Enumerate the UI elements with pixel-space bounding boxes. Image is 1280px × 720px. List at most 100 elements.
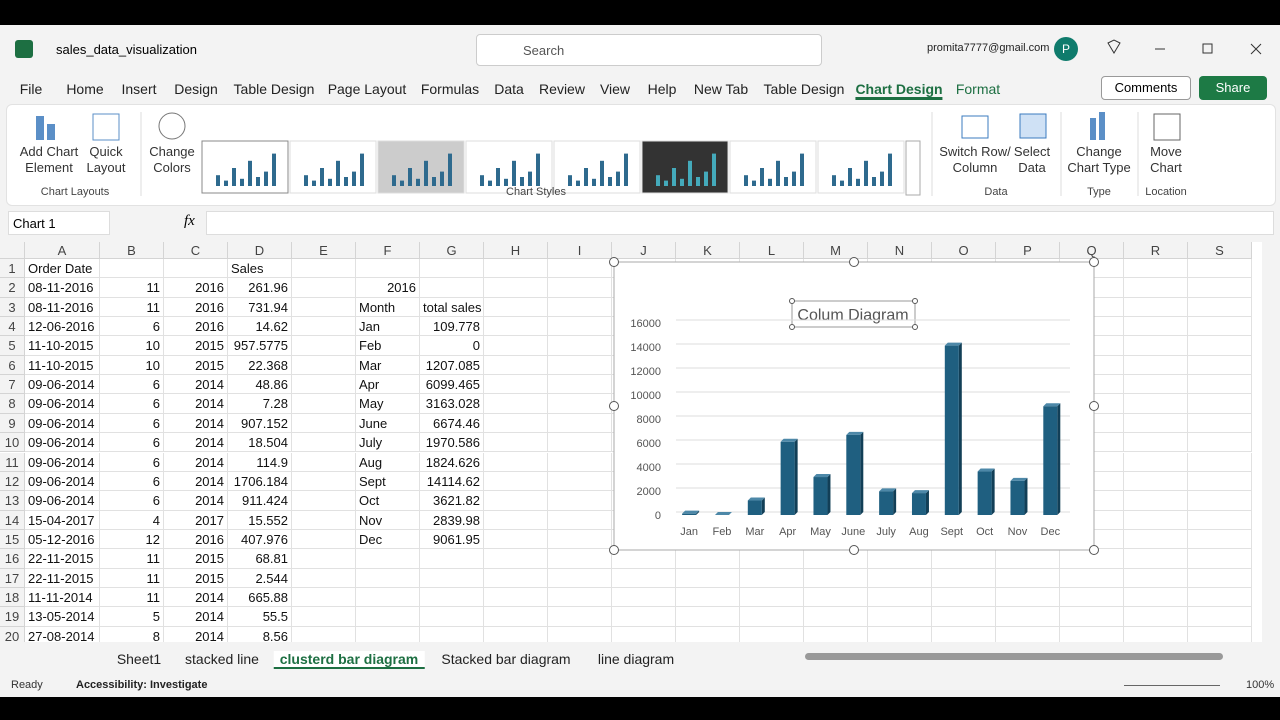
- cell-value[interactable]: 261.96: [228, 278, 292, 298]
- menu-tab[interactable]: Help: [647, 81, 677, 97]
- cell[interactable]: [1124, 549, 1188, 569]
- menu-tab[interactable]: Table Design: [763, 81, 845, 97]
- cell[interactable]: [1124, 317, 1188, 337]
- column-header[interactable]: M: [804, 242, 868, 259]
- cell[interactable]: [292, 587, 356, 608]
- zoom-slider[interactable]: [1124, 685, 1220, 686]
- sheet-tab[interactable]: stacked line: [185, 651, 259, 667]
- cell-value[interactable]: 09-06-2014: [25, 394, 100, 414]
- selection-handle[interactable]: [1089, 545, 1099, 555]
- cell-value[interactable]: 2015: [164, 549, 228, 569]
- cell[interactable]: [1188, 607, 1252, 627]
- cell-value[interactable]: Sept: [356, 471, 420, 492]
- cell-value[interactable]: Mar: [356, 355, 420, 376]
- cell[interactable]: [484, 297, 548, 318]
- menu-tab[interactable]: File: [19, 81, 43, 97]
- cell[interactable]: [868, 607, 932, 627]
- cell[interactable]: [356, 259, 420, 279]
- cell[interactable]: [1124, 413, 1188, 434]
- cell[interactable]: [484, 607, 548, 627]
- cell[interactable]: [804, 607, 868, 627]
- cell[interactable]: [548, 355, 612, 376]
- cell[interactable]: [868, 568, 932, 588]
- row-header[interactable]: 17: [0, 568, 25, 588]
- cell-value[interactable]: 665.88: [228, 587, 292, 608]
- cell[interactable]: [292, 452, 356, 472]
- cell[interactable]: [1124, 587, 1188, 608]
- menu-tab[interactable]: Page Layout: [327, 81, 407, 97]
- cell[interactable]: [484, 413, 548, 434]
- cell[interactable]: [420, 626, 484, 642]
- cell-value[interactable]: 3621.82: [420, 491, 484, 511]
- cell-value[interactable]: 2015: [164, 336, 228, 356]
- row-header[interactable]: 20: [0, 626, 25, 642]
- sheet-tab[interactable]: Sheet1: [116, 651, 162, 667]
- cell[interactable]: [612, 607, 676, 627]
- cell-value[interactable]: 8: [100, 626, 164, 642]
- row-header[interactable]: 11: [0, 452, 25, 472]
- cell-value[interactable]: Sales: [228, 259, 292, 279]
- cell-value[interactable]: 68.81: [228, 549, 292, 569]
- cell-value[interactable]: 957.5775: [228, 336, 292, 356]
- cell-value[interactable]: 1706.184: [228, 471, 292, 492]
- cell-value[interactable]: Aug: [356, 452, 420, 472]
- cell[interactable]: [292, 259, 356, 279]
- cell[interactable]: [676, 626, 740, 642]
- row-header[interactable]: 2: [0, 278, 25, 298]
- cell[interactable]: [292, 491, 356, 511]
- cell[interactable]: [356, 587, 420, 608]
- restore[interactable]: [1202, 43, 1213, 54]
- cell[interactable]: [932, 587, 996, 608]
- cell-value[interactable]: 6674.46: [420, 413, 484, 434]
- cell[interactable]: [996, 607, 1060, 627]
- cell[interactable]: [1124, 510, 1188, 530]
- cell[interactable]: [1188, 452, 1252, 472]
- cell[interactable]: [1188, 471, 1252, 492]
- cell-value[interactable]: 911.424: [228, 491, 292, 511]
- row-header[interactable]: 13: [0, 491, 25, 511]
- row-header[interactable]: 4: [0, 317, 25, 337]
- cell-value[interactable]: 12-06-2016: [25, 317, 100, 337]
- cell[interactable]: [996, 626, 1060, 642]
- sheet-tab[interactable]: Stacked bar diagram: [441, 651, 571, 667]
- cell[interactable]: [484, 587, 548, 608]
- cell[interactable]: [1188, 433, 1252, 453]
- cell-value[interactable]: 2014: [164, 413, 228, 434]
- cell-value[interactable]: 114.9: [228, 452, 292, 472]
- cell-value[interactable]: 2014: [164, 433, 228, 453]
- cell[interactable]: [1124, 336, 1188, 356]
- column-header[interactable]: E: [292, 242, 356, 259]
- cell[interactable]: [292, 297, 356, 318]
- cell[interactable]: [1124, 394, 1188, 414]
- avatar[interactable]: P: [1054, 37, 1078, 61]
- cell[interactable]: [804, 568, 868, 588]
- menu-tab[interactable]: Home: [66, 81, 104, 97]
- menu-tab[interactable]: View: [599, 81, 631, 97]
- cell[interactable]: [1188, 626, 1252, 642]
- cell[interactable]: [548, 626, 612, 642]
- selection-handle[interactable]: [912, 298, 918, 304]
- cell-value[interactable]: Nov: [356, 510, 420, 530]
- share-button[interactable]: Share: [1199, 76, 1267, 100]
- cell[interactable]: [100, 259, 164, 279]
- cell-value[interactable]: 2016: [164, 297, 228, 318]
- row-header[interactable]: 8: [0, 394, 25, 414]
- cell[interactable]: [292, 568, 356, 588]
- cell[interactable]: [1188, 297, 1252, 318]
- cell-value[interactable]: 2014: [164, 491, 228, 511]
- cell[interactable]: [548, 278, 612, 298]
- cell-value[interactable]: 09-06-2014: [25, 452, 100, 472]
- cell-value[interactable]: Dec: [356, 529, 420, 550]
- cell[interactable]: [292, 433, 356, 453]
- cell-value[interactable]: 2014: [164, 471, 228, 492]
- selection-handle[interactable]: [849, 257, 859, 267]
- column-header[interactable]: S: [1188, 242, 1252, 259]
- menu-tab[interactable]: Design: [174, 81, 218, 97]
- menu-tab[interactable]: Table Design: [233, 81, 315, 97]
- cell[interactable]: [292, 355, 356, 376]
- row-header[interactable]: 12: [0, 471, 25, 492]
- cell[interactable]: [484, 278, 548, 298]
- cell-value[interactable]: 4: [100, 510, 164, 530]
- column-header[interactable]: P: [996, 242, 1060, 259]
- cell[interactable]: [676, 607, 740, 627]
